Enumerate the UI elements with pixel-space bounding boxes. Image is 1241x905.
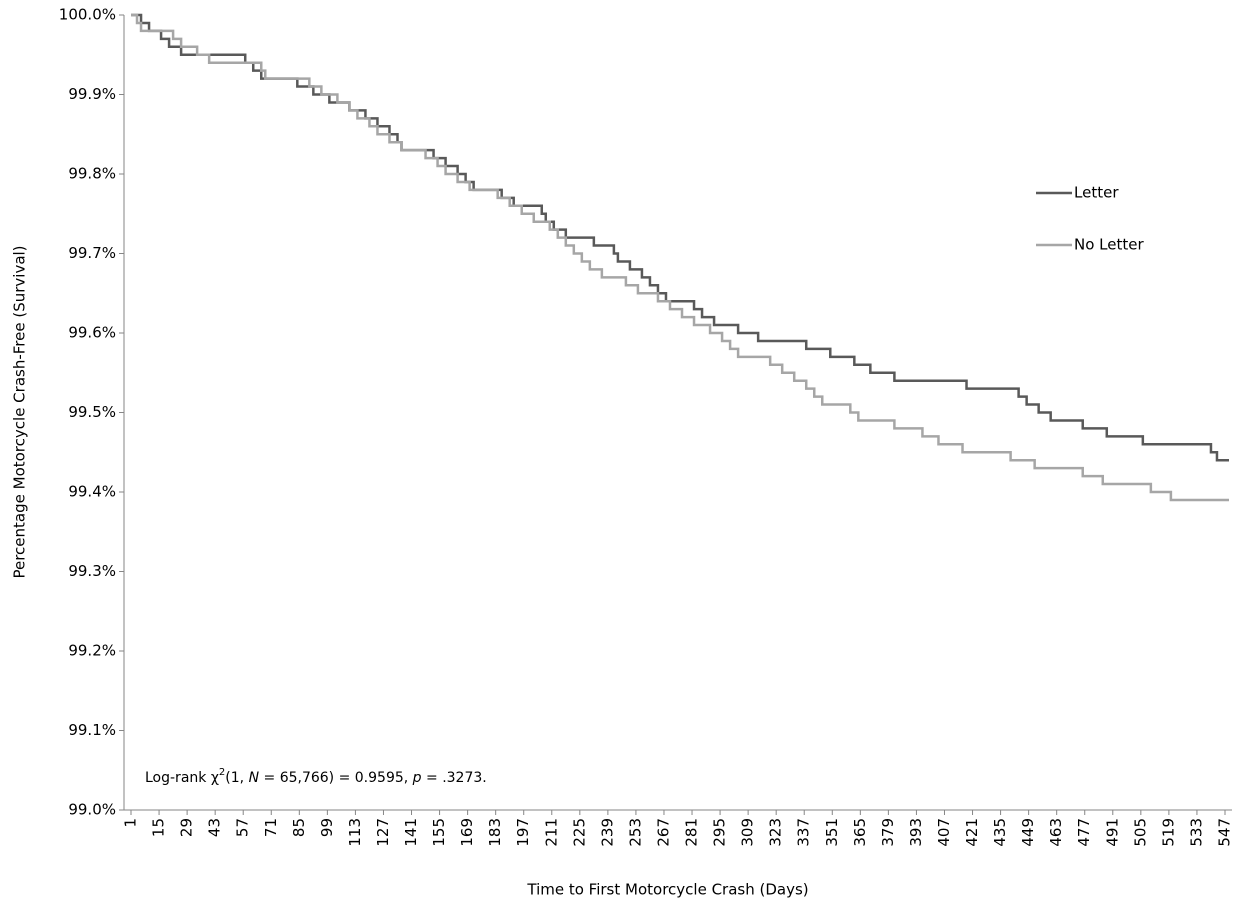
y-tick-label: 99.0% bbox=[68, 801, 116, 819]
annotation-part: (1, bbox=[225, 770, 248, 786]
x-tick-label: 225 bbox=[570, 818, 588, 847]
y-tick-label: 99.3% bbox=[68, 562, 116, 580]
x-tick-label: 15 bbox=[150, 818, 168, 837]
x-tick-label: 533 bbox=[1187, 818, 1205, 847]
legend-label: Letter bbox=[1074, 184, 1119, 202]
y-tick-label: 99.1% bbox=[68, 721, 116, 739]
x-tick-label: 127 bbox=[374, 818, 392, 847]
y-tick-label: 99.4% bbox=[68, 483, 116, 501]
x-tick-label: 43 bbox=[206, 818, 224, 837]
x-tick-label: 351 bbox=[823, 818, 841, 847]
y-tick-label: 99.6% bbox=[68, 324, 116, 342]
annotation-part: N bbox=[249, 770, 260, 786]
x-tick-label: 365 bbox=[851, 818, 869, 847]
x-tick-label: 323 bbox=[767, 818, 785, 847]
x-tick-label: 337 bbox=[795, 818, 813, 847]
x-tick-label: 547 bbox=[1215, 818, 1233, 847]
x-tick-label: 295 bbox=[711, 818, 729, 847]
x-tick-label: 99 bbox=[318, 818, 336, 837]
x-tick-label: 1 bbox=[122, 818, 140, 828]
x-tick-label: 85 bbox=[290, 818, 308, 837]
survival-line bbox=[131, 13, 1229, 502]
legend-label: No Letter bbox=[1074, 236, 1144, 254]
x-tick-label: 505 bbox=[1131, 818, 1149, 847]
annotation-part: = .3273. bbox=[422, 770, 487, 786]
x-tick-label: 169 bbox=[458, 818, 476, 847]
x-tick-label: 267 bbox=[654, 818, 672, 847]
x-tick-label: 155 bbox=[430, 818, 448, 847]
x-tick-label: 491 bbox=[1103, 818, 1121, 847]
annotation: Log-rank χ2(1, N = 65,766) = 0.9595, p =… bbox=[145, 767, 487, 786]
x-tick-label: 211 bbox=[542, 818, 560, 847]
y-tick-label: 99.7% bbox=[68, 244, 116, 262]
x-tick-label: 71 bbox=[262, 818, 280, 837]
x-tick-label: 197 bbox=[514, 818, 532, 847]
x-axis-title: Time to First Motorcycle Crash (Days) bbox=[526, 881, 808, 899]
y-tick-label: 99.2% bbox=[68, 642, 116, 660]
annotation-part: p bbox=[412, 770, 422, 786]
x-tick-label: 183 bbox=[486, 818, 504, 847]
x-tick-label: 141 bbox=[402, 818, 420, 847]
x-tick-label: 379 bbox=[879, 818, 897, 847]
annotation-part: Log-rank χ bbox=[145, 770, 219, 786]
x-tick-label: 239 bbox=[598, 818, 616, 847]
y-axis-title: Percentage Motorcycle Crash-Free (Surviv… bbox=[11, 245, 29, 578]
x-tick-label: 519 bbox=[1159, 818, 1177, 847]
y-tick-label: 99.8% bbox=[68, 165, 116, 183]
x-tick-label: 57 bbox=[234, 818, 252, 837]
x-tick-label: 477 bbox=[1075, 818, 1093, 847]
x-tick-label: 309 bbox=[739, 818, 757, 847]
annotation-part: 2 bbox=[219, 767, 225, 778]
x-tick-label: 393 bbox=[907, 818, 925, 847]
x-tick-label: 449 bbox=[1019, 818, 1037, 847]
y-tick-label: 99.5% bbox=[68, 403, 116, 421]
y-tick-label: 100.0% bbox=[59, 6, 116, 24]
survival-line bbox=[131, 13, 1229, 462]
x-tick-label: 407 bbox=[935, 818, 953, 847]
x-tick-label: 253 bbox=[626, 818, 644, 847]
x-tick-label: 421 bbox=[963, 818, 981, 847]
y-tick-label: 99.9% bbox=[68, 85, 116, 103]
x-tick-label: 281 bbox=[683, 818, 701, 847]
x-tick-label: 435 bbox=[991, 818, 1009, 847]
x-tick-label: 29 bbox=[178, 818, 196, 837]
x-tick-label: 113 bbox=[346, 818, 364, 847]
annotation-part: = 65,766) = 0.9595, bbox=[259, 770, 413, 786]
x-tick-label: 463 bbox=[1047, 818, 1065, 847]
